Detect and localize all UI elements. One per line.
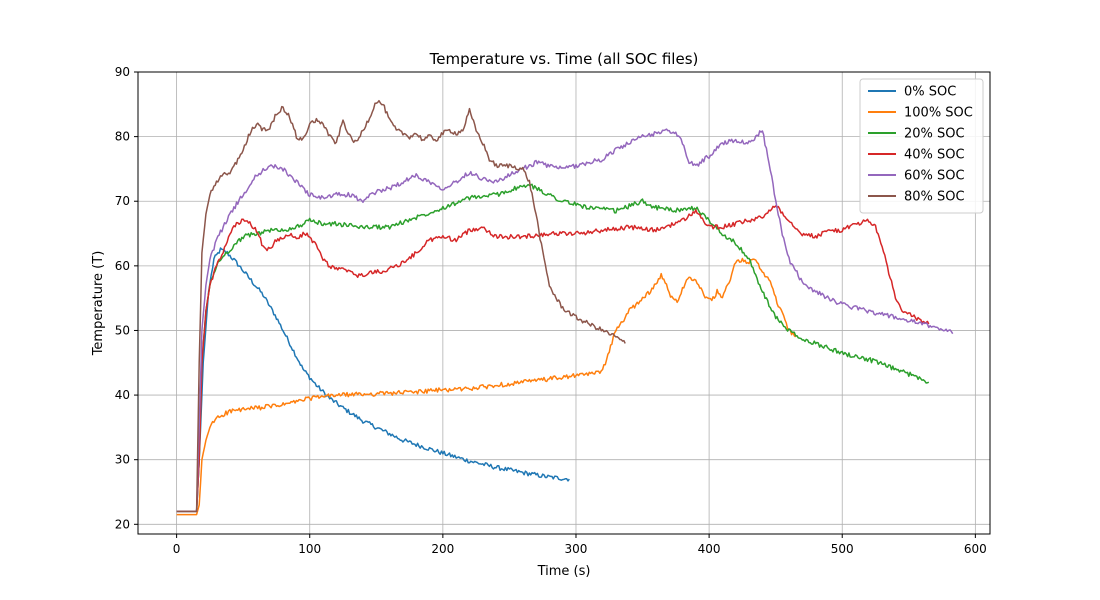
y-tick-label: 80 (115, 130, 130, 144)
x-tick-label: 600 (964, 542, 987, 556)
y-tick-label: 70 (115, 194, 130, 208)
series-lines (176, 99, 954, 516)
legend: 0% SOC 100% SOC 20% SOC 40% SOC 60% SOC 80% S… (859, 78, 984, 214)
legend-label: 20% SOC (904, 127, 965, 142)
x-tick-label: 500 (831, 542, 854, 556)
legend-label: 0% SOC (904, 85, 956, 100)
y-tick-label: 20 (115, 517, 130, 531)
legend-label: 40% SOC (904, 148, 965, 163)
y-axis-label: Temperature (T) (91, 251, 106, 357)
y-tick-label: 90 (115, 65, 130, 79)
x-tick-label: 200 (431, 542, 454, 556)
legend-label: 100% SOC (904, 106, 973, 121)
axis-ticks: 0 100 200 300 400 500 600 20 30 40 50 60 70 80 90 (115, 65, 987, 556)
series-line-60-soc (176, 128, 954, 513)
y-tick-label: 30 (115, 453, 130, 467)
series-line-20-soc (176, 183, 930, 513)
chart-title: Temperature vs. Time (all SOC files) (429, 50, 699, 68)
y-tick-label: 60 (115, 259, 130, 273)
legend-label: 60% SOC (904, 169, 965, 184)
plot-frame (137, 71, 991, 535)
x-tick-label: 300 (565, 542, 588, 556)
x-tick-label: 0 (173, 542, 181, 556)
x-tick-label: 400 (698, 542, 721, 556)
y-tick-label: 40 (115, 388, 130, 402)
y-tick-label: 50 (115, 323, 130, 337)
series-line-100-soc (176, 257, 797, 516)
legend-label: 80% SOC (904, 190, 965, 205)
x-axis-label: Time (s) (537, 564, 591, 579)
series-line-80-soc (176, 99, 626, 513)
series-line-0-soc (176, 247, 570, 513)
x-tick-label: 100 (298, 542, 321, 556)
series-line-40-soc (176, 205, 930, 513)
